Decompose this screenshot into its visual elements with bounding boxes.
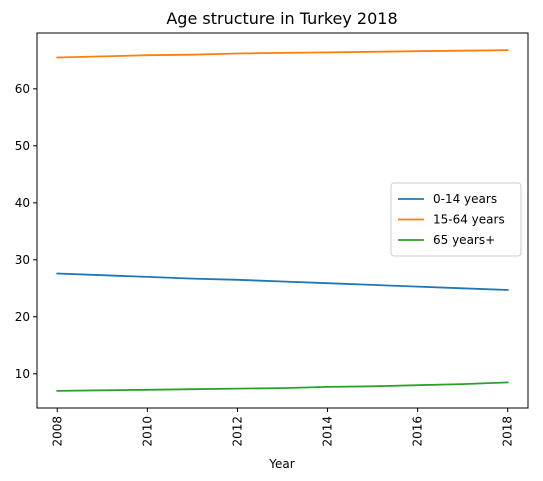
x-tick-label: 2012 xyxy=(230,416,244,447)
x-tick-label: 2014 xyxy=(321,416,335,447)
x-axis: 2008 2010 2012 2014 2016 2018 xyxy=(50,408,515,447)
y-tick-label: 10 xyxy=(15,367,30,381)
chart-title: Age structure in Turkey 2018 xyxy=(166,9,397,28)
x-axis-label: Year xyxy=(268,457,294,471)
y-tick-label: 50 xyxy=(15,139,30,153)
legend-label: 15-64 years xyxy=(433,213,505,227)
y-axis: 10 20 30 40 50 60 xyxy=(15,82,37,381)
plot-area xyxy=(36,32,529,409)
y-tick-label: 20 xyxy=(15,310,30,324)
legend-label: 65 years+ xyxy=(433,233,495,247)
series-line-1 xyxy=(56,49,509,59)
legend-box xyxy=(390,182,522,257)
y-tick-label: 30 xyxy=(15,253,30,267)
series-line-0 xyxy=(56,272,509,291)
x-tick-label: 2008 xyxy=(50,416,64,447)
y-tick-label: 60 xyxy=(15,82,30,96)
legend: 0-14 years 15-64 years 65 years+ xyxy=(390,182,522,257)
y-tick-label: 40 xyxy=(15,196,30,210)
x-tick-label: 2010 xyxy=(140,416,154,447)
x-tick-label: 2016 xyxy=(411,416,425,447)
series-line-2 xyxy=(56,381,509,392)
x-tick-label: 2018 xyxy=(501,416,515,447)
legend-label: 0-14 years xyxy=(433,192,497,206)
series-lines xyxy=(56,49,509,392)
